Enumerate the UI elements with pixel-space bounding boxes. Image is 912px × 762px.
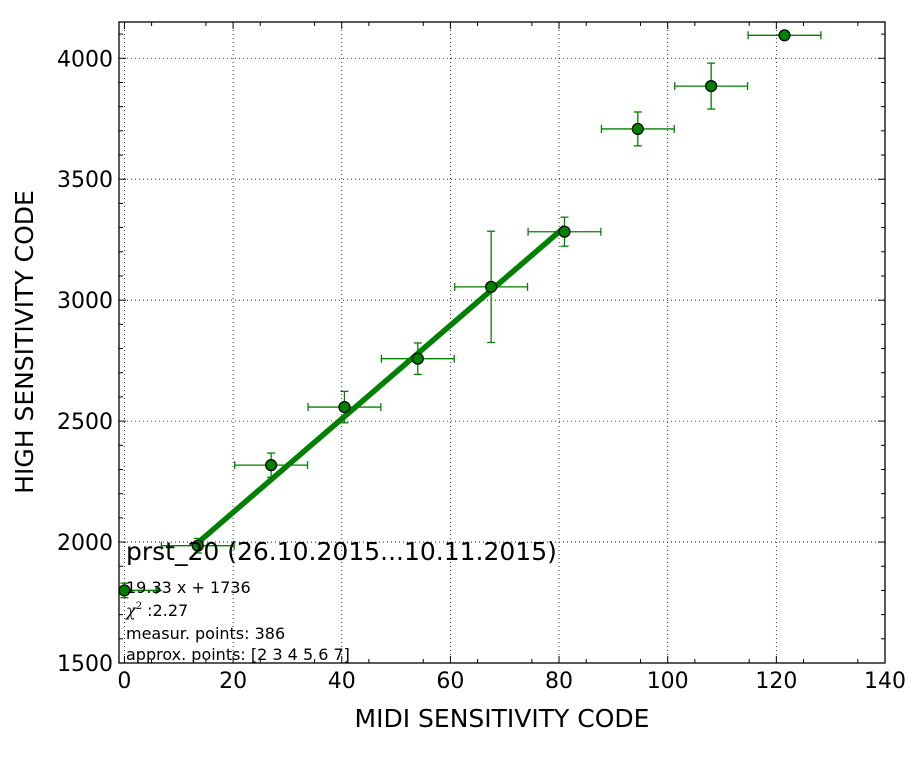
axis-ticks [119, 22, 886, 664]
grid-lines [119, 22, 885, 663]
data-point [265, 459, 278, 472]
fit-line-layer [195, 225, 567, 545]
data-point [631, 122, 644, 136]
annotation-equation: 19.33 x + 1736 [126, 578, 251, 597]
x-tick-label: 140 [864, 669, 906, 694]
y-tick-label: 2500 [57, 410, 113, 435]
annotation-title: prst_20 (26.10.2015...10.11.2015) [126, 537, 557, 566]
arrow-head [155, 586, 163, 595]
y-tick-label: 1500 [57, 652, 113, 677]
y-axis-label: HIGH SENSITIVITY CODE [10, 190, 39, 494]
chi-symbol: χ [125, 601, 137, 620]
y-tick-label: 2000 [57, 531, 113, 556]
x-axis-label: MIDI SENSITIVITY CODE [355, 704, 650, 733]
data-points [118, 29, 791, 597]
y-tick-label: 3500 [57, 168, 113, 193]
x-tick-label: 60 [436, 669, 464, 694]
data-point [338, 400, 351, 414]
annotation-chi-square: χ2 :2.27 [125, 601, 188, 620]
annotation-approx-points: approx. points: [2 3 4 5 6 7] [126, 645, 350, 664]
y-tick-label: 4000 [57, 47, 113, 72]
annotation-measured-points: measur. points: 386 [126, 624, 285, 643]
data-point [558, 225, 571, 238]
tick-labels: 0 20 40 60 80 100 120 140 1500 2000 2500 3000 3500 40… [57, 47, 906, 694]
annotation-box: prst_20 (26.10.2015...10.11.2015) 19.33 … [125, 537, 557, 664]
x-tick-label: 40 [328, 669, 356, 694]
data-point [191, 539, 204, 552]
x-tick-label: 0 [117, 669, 131, 694]
data-point [705, 79, 718, 93]
data-point [778, 29, 791, 42]
x-tick-label: 100 [647, 669, 689, 694]
data-point [411, 352, 424, 365]
data-point [485, 280, 498, 293]
chi-exponent: 2 [136, 601, 142, 612]
x-tick-label: 120 [755, 669, 797, 694]
y-tick-label: 3000 [57, 289, 113, 314]
plot-frame [118, 21, 886, 664]
chi-value: :2.27 [142, 601, 188, 620]
x-tick-label: 80 [545, 669, 573, 694]
fit-line [195, 225, 567, 545]
x-tick-label: 20 [219, 669, 247, 694]
